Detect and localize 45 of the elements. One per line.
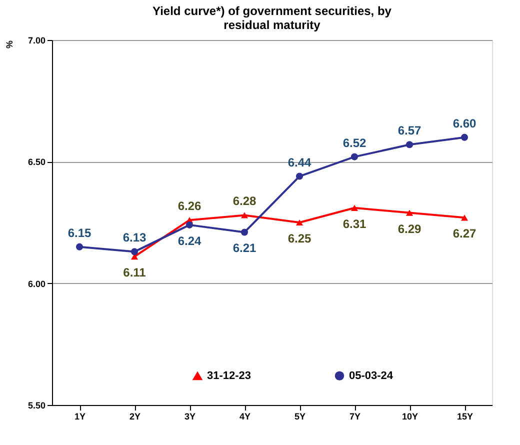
x-tick-label: 3Y [184,412,196,422]
data-label: 6.24 [178,234,202,248]
point [406,210,414,216]
x-tick-label: 15Y [456,412,474,422]
data-label: 6.15 [68,226,92,240]
data-label: 6.57 [398,124,422,138]
y-tick-label: 5.50 [28,400,46,410]
point [460,214,468,221]
point [240,228,248,236]
y-axis-title: % [4,40,14,49]
y-tick-label: 6.00 [28,278,46,289]
data-label: 6.27 [452,226,476,241]
x-tick-label: 7Y [349,412,361,422]
data-label: 6.29 [398,222,422,236]
point [296,172,304,180]
point [130,248,138,256]
point [350,204,358,211]
x-tick-label: 10Y [402,412,418,422]
data-label: 6.31 [342,216,366,231]
point [76,243,84,250]
text: Yield curve*) of government securities, by [152,4,392,18]
y-tick-label: 6.50 [28,157,46,168]
x-tick-label: 2Y [129,412,141,422]
x-tick-label: 1Y [74,412,86,422]
point [350,153,358,160]
data-label: 6.60 [452,116,476,130]
legend-label: 31-12-23 [207,370,252,382]
x-tick-label: 4Y [239,412,251,422]
point [186,221,194,228]
x-tick-label: 5Y [294,412,306,422]
point [240,212,248,218]
data-label: 6.21 [232,241,256,256]
data-label: 6.26 [178,199,202,214]
data-label: 6.28 [232,194,256,208]
y-tick-label: 7.00 [28,36,46,46]
text: residual maturity [224,18,320,32]
point [296,219,304,226]
point [460,134,468,141]
point [406,141,414,148]
data-label: 6.13 [122,230,146,245]
legend-label: 05-03-24 [349,370,394,382]
data-label: 6.11 [123,266,146,280]
data-label: 6.25 [288,232,312,246]
data-label: 6.44 [288,155,312,170]
data-label: 6.52 [342,136,366,150]
